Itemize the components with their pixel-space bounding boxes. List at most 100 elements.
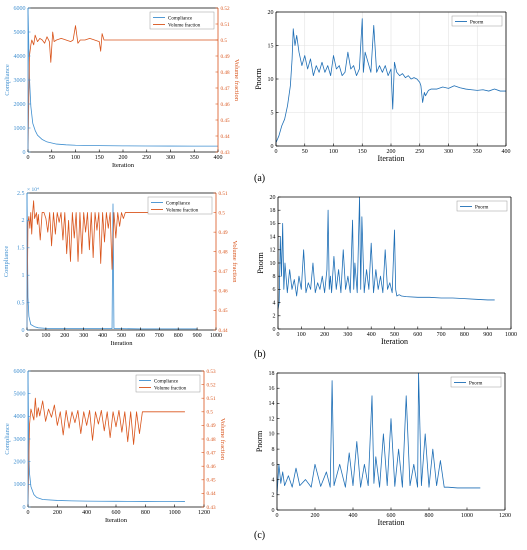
y2-tick-label: 0.51 <box>219 191 228 197</box>
y-tick-label: 6000 <box>14 6 26 12</box>
panel-label-c: (c) <box>254 530 266 541</box>
y-tick-label: 0 <box>22 328 25 334</box>
x-tick-label: 200 <box>320 332 329 338</box>
y-tick-label: 1 <box>22 273 25 279</box>
y2-tick-label: 0.49 <box>221 54 230 60</box>
x-tick-label: 800 <box>425 513 434 519</box>
x-tick-label: 1200 <box>499 513 511 519</box>
x-tick-label: 50 <box>49 155 55 161</box>
x-tick-label: 200 <box>387 149 396 155</box>
y-tick-label: 16 <box>270 221 276 227</box>
x-tick-label: 900 <box>483 332 492 338</box>
chart-a-right: 0 50 100 150 200 250 300 350 400 0 5 10 15 20 Iteratio… <box>254 10 511 163</box>
x-tick-label: 200 <box>53 510 62 516</box>
x-tick-label: 300 <box>343 332 352 338</box>
panel-label-a: (a) <box>254 173 266 184</box>
y-tick-label: 14 <box>270 234 276 240</box>
y-axis-label: Pnorm <box>256 252 265 274</box>
x-tick-label: 400 <box>349 513 358 519</box>
y-tick-label: 5000 <box>14 391 26 397</box>
y-tick-label: 10 <box>269 432 275 438</box>
x-tick-label: 700 <box>155 333 164 339</box>
y-tick-label: 18 <box>270 208 276 214</box>
series-line-pnorm <box>276 372 481 495</box>
x-tick-label: 0 <box>276 513 279 519</box>
y-tick-label: 6 <box>273 287 276 293</box>
y-tick-label: 2000 <box>14 459 26 465</box>
x-axis-label: Iteration <box>377 518 404 527</box>
y2-axis-label: Volume fraction <box>233 59 240 102</box>
y-tick-label: 4000 <box>14 414 26 420</box>
legend-box <box>149 11 215 30</box>
y-tick-label: 18 <box>269 371 275 377</box>
x-tick-label: 400 <box>502 149 511 155</box>
x-axis-label: Iteration <box>112 162 135 169</box>
y2-tick-label: 0.5 <box>219 210 226 216</box>
y-tick-label: 1.5 <box>17 246 25 252</box>
y2-tick-label: 0.53 <box>207 369 216 375</box>
y2-tick-label: 0.52 <box>221 6 230 12</box>
x-tick-label: 400 <box>367 332 376 338</box>
x-axis-label: Iteration <box>381 337 408 346</box>
y-tick-label: 8 <box>273 274 276 280</box>
y-tick-label: 2 <box>22 218 25 224</box>
x-tick-label: 800 <box>174 333 183 339</box>
series-line-volume-fraction <box>26 200 198 331</box>
y-tick-label: 6000 <box>14 369 26 375</box>
y2-tick-label: 0.45 <box>207 478 216 484</box>
x-tick-label: 100 <box>297 332 306 338</box>
chart-c-left: 0 200 400 600 800 1000 1200 0 1000 2000 3000 4000 50… <box>4 369 226 524</box>
x-tick-label: 0 <box>27 510 30 516</box>
y-tick-label: 15 <box>268 43 274 49</box>
y2-tick-label: 0.5 <box>221 38 228 44</box>
y-tick-label: 20 <box>268 10 274 16</box>
x-tick-label: 1000 <box>461 513 473 519</box>
x-tick-label: 300 <box>444 149 453 155</box>
series-line-pnorm <box>275 18 506 143</box>
y2-tick-label: 0.48 <box>219 250 228 256</box>
legend-box <box>456 200 508 212</box>
y2-tick-label: 0.49 <box>219 230 228 236</box>
y2-tick-label: 0.44 <box>221 134 230 140</box>
x-tick-label: 100 <box>71 155 80 161</box>
y-axis-label: Pnorm <box>254 68 263 90</box>
y-axis-label: Compliance <box>4 64 11 96</box>
x-tick-label: 1000 <box>169 510 181 516</box>
x-tick-label: 700 <box>437 332 446 338</box>
legend-entry: Pnorm <box>469 381 482 386</box>
y-axis-label: Pnorm <box>255 430 264 452</box>
y2-tick-label: 0.47 <box>219 269 228 275</box>
y2-tick-label: 0.48 <box>207 437 216 443</box>
y-tick-label: 0 <box>271 144 274 150</box>
x-tick-label: 400 <box>82 510 91 516</box>
y-tick-label: 4 <box>272 477 275 483</box>
y-tick-label: 6 <box>272 462 275 468</box>
legend-entry: Compliance <box>166 201 191 206</box>
series-line-compliance <box>27 7 219 147</box>
legend-entry: Volume fraction <box>154 386 187 391</box>
y2-axis-label: Volume fraction <box>231 241 238 284</box>
y-tick-label: 4 <box>273 300 276 306</box>
y-axis-label: Compliance <box>4 423 11 455</box>
legend-box <box>451 15 503 27</box>
legend-box <box>450 376 502 388</box>
y2-tick-label: 0.48 <box>221 70 230 76</box>
x-tick-label: 600 <box>387 513 396 519</box>
y2-tick-label: 0.43 <box>221 150 230 156</box>
x-tick-label: 0 <box>27 155 30 161</box>
x-tick-label: 0 <box>26 333 29 339</box>
panel-label-b: (b) <box>254 349 266 360</box>
x-tick-label: 350 <box>473 149 482 155</box>
y-tick-label: 0 <box>23 505 26 511</box>
y-tick-label: 5 <box>271 110 274 116</box>
legend-entry: Pnorm <box>475 205 488 210</box>
x-tick-label: 400 <box>98 333 107 339</box>
x-tick-label: 50 <box>302 149 308 155</box>
y-tick-label: 2 <box>273 314 276 320</box>
y-tick-label: 2000 <box>14 102 26 108</box>
chart-c-right: 0 200 400 600 800 1000 1200 0 2 4 6 8 10 12 14 16 18 Iter… <box>255 371 511 527</box>
series-line-pnorm <box>277 196 495 310</box>
x-tick-label: 1000 <box>505 332 517 338</box>
x-tick-label: 800 <box>460 332 469 338</box>
